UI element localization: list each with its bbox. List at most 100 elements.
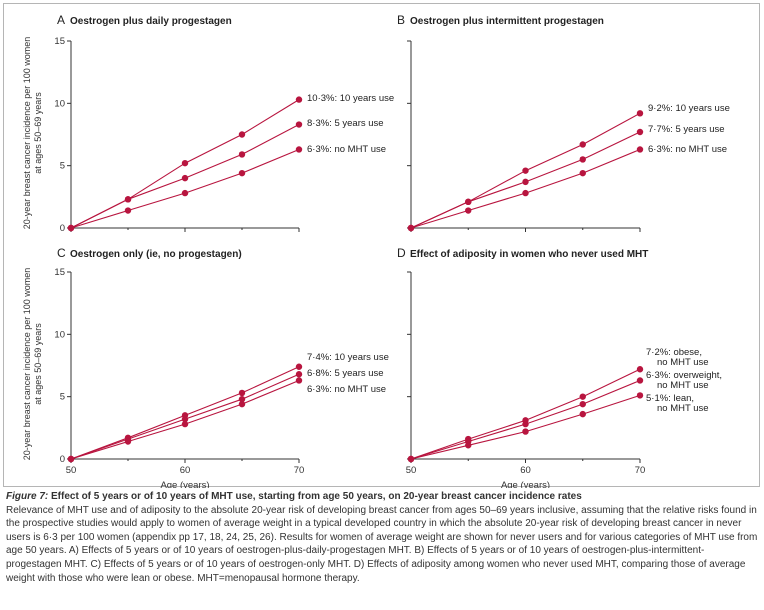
series-label: 6·8%: 5 years use [307, 368, 384, 379]
y-tick-label: 0 [60, 223, 65, 234]
data-point [181, 174, 189, 182]
panel-a: A Oestrogen plus daily progestagen 0 5 10 15 1… [54, 13, 394, 234]
panel-letter: C [57, 246, 66, 260]
y-tick-label: 10 [54, 98, 65, 109]
data-point [124, 207, 132, 214]
y-tick-label: 15 [54, 36, 65, 47]
data-point [124, 196, 132, 203]
panel-title: Oestrogen only (ie, no progestagen) [70, 249, 242, 260]
data-point [295, 121, 303, 128]
data-point [522, 428, 529, 435]
series-line [410, 368, 641, 460]
data-point [238, 131, 246, 138]
panel-title: Oestrogen plus daily progestagen [70, 16, 232, 27]
series-label: 6·3%: no MHT use [307, 144, 386, 155]
data-point [579, 410, 586, 418]
series-label: 10·3%: 10 years use [307, 93, 394, 104]
series-label: 6·3%: no MHT use [648, 144, 727, 155]
data-point [522, 178, 529, 186]
figure-chart: A Oestrogen plus daily progestagen 0 5 10 15 1… [22, 13, 730, 488]
panel-title: Effect of adiposity in women who never u… [410, 249, 648, 260]
series-label: 8·3%: 5 years use [307, 118, 384, 129]
series-label: 9·2%: 10 years use [648, 103, 730, 114]
series-2: 6·3%: overweight, no MHT use [407, 370, 722, 463]
y-tick-label: 10 [54, 329, 65, 340]
data-point [407, 224, 415, 232]
data-point [181, 415, 189, 423]
data-point [67, 455, 75, 463]
panel-b: B Oestrogen plus intermittent progestagen… [397, 13, 730, 232]
x-axis-label: Age (years) [501, 480, 550, 488]
panel-letter: A [57, 13, 65, 27]
x-tick-label: 50 [66, 465, 77, 476]
figure-frame [3, 3, 760, 487]
data-point [579, 156, 586, 163]
x-tick-label: 60 [180, 465, 191, 476]
series-3: 6·3%: no MHT use [67, 377, 386, 463]
data-point [295, 371, 303, 378]
data-point [636, 128, 644, 136]
data-point [295, 363, 303, 370]
series-label: 6·3%: no MHT use [307, 384, 386, 395]
data-point [465, 198, 472, 206]
panel-d: D Effect of adiposity in women who never … [397, 246, 722, 488]
data-point [67, 224, 75, 232]
data-point [579, 400, 586, 408]
y-tick-label: 15 [54, 267, 65, 278]
panel-letter: B [397, 13, 405, 27]
series-2: 6·8%: 5 years use [67, 368, 384, 463]
data-point [522, 167, 529, 174]
y-axis-label-row-top: 20-year breast cancer incidence per 100 … [22, 37, 43, 230]
series-2: 7·7%: 5 years use [407, 124, 725, 232]
figure-caption: Figure 7: Effect of 5 years or of 10 yea… [6, 490, 758, 585]
y-tick-label: 5 [60, 392, 65, 403]
data-point [238, 169, 246, 177]
panel-letter: D [397, 246, 406, 260]
caption-title: Figure 7: Effect of 5 years or of 10 yea… [6, 491, 582, 502]
data-point [295, 377, 303, 384]
caption-title-text: Effect of 5 years or of 10 years of MHT … [48, 491, 582, 502]
data-point [579, 169, 586, 177]
series-3: 5·1%: lean, no MHT use [407, 392, 709, 463]
series-label: 6·3%: overweight, no MHT use [646, 370, 722, 391]
panel-title: Oestrogen plus intermittent progestagen [410, 16, 604, 27]
panel-c: C Oestrogen only (ie, no progestagen) 0 5 10… [54, 246, 388, 488]
x-tick-label: 70 [635, 465, 646, 476]
series-1: 9·2%: 10 years use [407, 103, 730, 232]
series-3: 6·3%: no MHT use [407, 144, 727, 232]
caption-figure-label: Figure 7: [6, 491, 49, 502]
data-point [181, 420, 189, 428]
x-tick-label: 50 [406, 465, 417, 476]
data-point [636, 377, 644, 384]
caption-body: Relevance of MHT use and of adiposity to… [6, 504, 758, 584]
x-axis-label: Age (years) [160, 480, 209, 488]
data-point [465, 442, 472, 449]
data-point [465, 207, 472, 214]
data-point [295, 146, 303, 153]
x-tick-label: 60 [520, 465, 531, 476]
series-3: 6·3%: no MHT use [67, 144, 386, 232]
data-point [579, 393, 586, 400]
y-axis-label-row-bottom: 20-year breast cancer incidence per 100 … [22, 268, 43, 461]
data-point [636, 366, 644, 373]
data-point [295, 96, 303, 103]
data-point [238, 400, 246, 408]
data-point [522, 189, 529, 197]
data-point [522, 420, 529, 428]
data-point [238, 395, 246, 403]
data-point [124, 438, 132, 445]
series-label: 7·4%: 10 years use [307, 352, 389, 363]
series-label: 7·2%: obese, no MHT use [646, 347, 709, 368]
series-1: 10·3%: 10 years use [67, 93, 394, 232]
data-point [636, 110, 644, 117]
y-tick-label: 5 [60, 161, 65, 172]
series-line [410, 148, 641, 229]
data-point [181, 159, 189, 167]
data-point [407, 455, 415, 463]
data-point [181, 189, 189, 197]
data-point [579, 141, 586, 148]
series-label: 7·7%: 5 years use [648, 124, 725, 135]
x-tick-label: 70 [294, 465, 305, 476]
data-point [238, 151, 246, 158]
series-label: 5·1%: lean, no MHT use [646, 393, 709, 414]
